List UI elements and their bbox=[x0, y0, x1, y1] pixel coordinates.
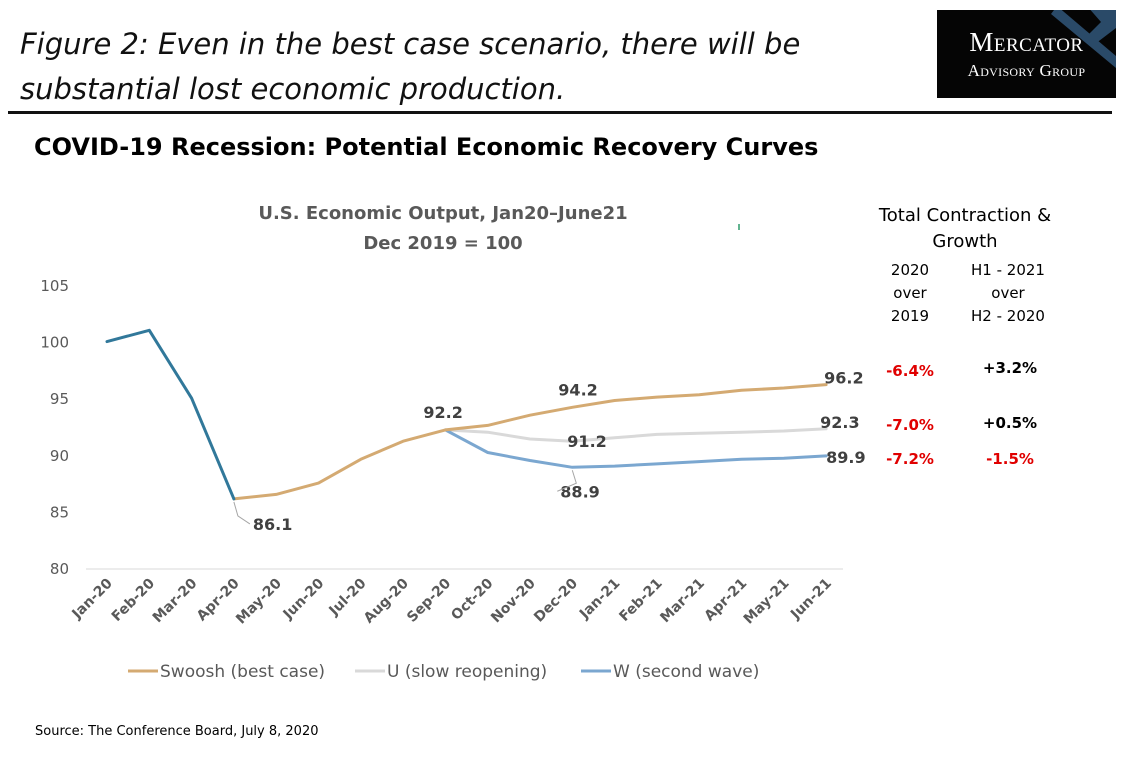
col2-header: H1 - 2021 over H2 - 2020 bbox=[958, 259, 1058, 328]
col1-header: 2020 over 2019 bbox=[868, 259, 952, 328]
y-tick-label: 95 bbox=[50, 390, 69, 408]
series-line-u bbox=[443, 427, 828, 443]
data-label: 91.2 bbox=[567, 432, 606, 451]
x-tick-label: Jan-21 bbox=[576, 576, 623, 623]
row1-col1: -6.4% bbox=[886, 362, 934, 380]
data-label: 92.3 bbox=[820, 413, 859, 432]
row3-col2: -1.5% bbox=[986, 450, 1034, 468]
chart-heading: COVID-19 Recession: Potential Economic R… bbox=[34, 133, 819, 161]
x-tick-label: May-20 bbox=[233, 575, 285, 627]
x-tick-label: Jun-21 bbox=[787, 576, 835, 624]
title-divider bbox=[8, 111, 1112, 114]
logo-x-mark-icon bbox=[1051, 10, 1116, 68]
x-tick-label: Mar-20 bbox=[150, 575, 201, 626]
chart-title: U.S. Economic Output, Jan20–June21 bbox=[258, 203, 627, 224]
row2-col2: +0.5% bbox=[982, 414, 1038, 432]
legend-label: Swoosh (best case) bbox=[160, 662, 325, 682]
x-tick-label: Dec-20 bbox=[531, 575, 581, 625]
chart-subtitle: Dec 2019 = 100 bbox=[363, 233, 522, 254]
series-lines bbox=[105, 328, 828, 501]
data-label: 92.2 bbox=[423, 403, 462, 422]
y-tick-label: 100 bbox=[40, 334, 69, 352]
figure-title-line2: substantial lost economic production. bbox=[20, 72, 566, 106]
data-label: 86.1 bbox=[253, 515, 292, 534]
y-tick-label: 85 bbox=[50, 503, 69, 521]
legend-label: U (slow reopening) bbox=[387, 662, 547, 682]
side-heading-line2: Growth bbox=[932, 231, 998, 252]
row2-col1: -7.0% bbox=[886, 416, 934, 434]
col1-header-line: 2020 bbox=[890, 261, 930, 279]
data-labels: 86.1 92.2 94.2 91.2 88.9 96.2 92.3 89.9 bbox=[233, 369, 866, 534]
x-tick-label: Feb-21 bbox=[616, 576, 665, 625]
col2-header-line: H2 - 2020 bbox=[971, 307, 1045, 325]
col2-header-line: H1 - 2021 bbox=[971, 261, 1045, 279]
side-heading-line1: Total Contraction & bbox=[878, 205, 1052, 226]
row3-col1: -7.2% bbox=[886, 450, 934, 468]
row1-col2: +3.2% bbox=[982, 359, 1038, 377]
series-line-history bbox=[105, 328, 236, 501]
y-tick-label: 80 bbox=[50, 560, 69, 578]
y-tick-label: 90 bbox=[50, 447, 69, 465]
data-label: 94.2 bbox=[558, 380, 597, 399]
col1-header-line: 2019 bbox=[890, 307, 930, 325]
series-line-swoosh bbox=[232, 383, 828, 501]
data-label: 88.9 bbox=[560, 482, 599, 501]
figure-title-line1: Figure 2: Even in the best case scenario… bbox=[20, 27, 801, 61]
series-line-w bbox=[443, 428, 828, 469]
x-tick-label: Jun-20 bbox=[280, 575, 328, 623]
x-tick-label: Mar-21 bbox=[657, 576, 708, 627]
x-tick-label: Feb-20 bbox=[109, 575, 159, 625]
legend-label: W (second wave) bbox=[613, 662, 759, 682]
x-tick-label: Sep-20 bbox=[404, 575, 454, 625]
logo-name: Mercator bbox=[969, 27, 1084, 57]
data-label: 96.2 bbox=[824, 369, 863, 388]
legend: Swoosh (best case) U (slow reopening) W (s… bbox=[128, 662, 759, 682]
data-label-leader bbox=[233, 501, 251, 525]
col2-header-line: over bbox=[991, 284, 1025, 302]
data-label-leader bbox=[557, 470, 577, 492]
y-tick-label: 105 bbox=[40, 277, 69, 295]
x-tick-label: Nov-20 bbox=[488, 575, 539, 626]
x-tick-label: Aug-20 bbox=[361, 575, 412, 626]
col1-header-line: over bbox=[893, 284, 927, 302]
logo-subtitle: Advisory Group bbox=[967, 61, 1086, 80]
mercator-logo: Mercator Advisory Group bbox=[937, 10, 1116, 98]
figure-title: Figure 2: Even in the best case scenario… bbox=[20, 22, 900, 112]
x-tick-label: Jan-20 bbox=[69, 575, 116, 622]
data-label: 89.9 bbox=[826, 448, 865, 467]
side-table-heading: Total Contraction & Growth bbox=[860, 203, 1070, 255]
source-note: Source: The Conference Board, July 8, 20… bbox=[35, 724, 319, 739]
x-tick-label: May-21 bbox=[741, 576, 793, 628]
x-axis: Jan-20Feb-20Mar-20Apr-20May-20Jun-20Jul-… bbox=[69, 575, 835, 627]
y-axis: 80 85 90 95 100 105 bbox=[40, 277, 69, 578]
